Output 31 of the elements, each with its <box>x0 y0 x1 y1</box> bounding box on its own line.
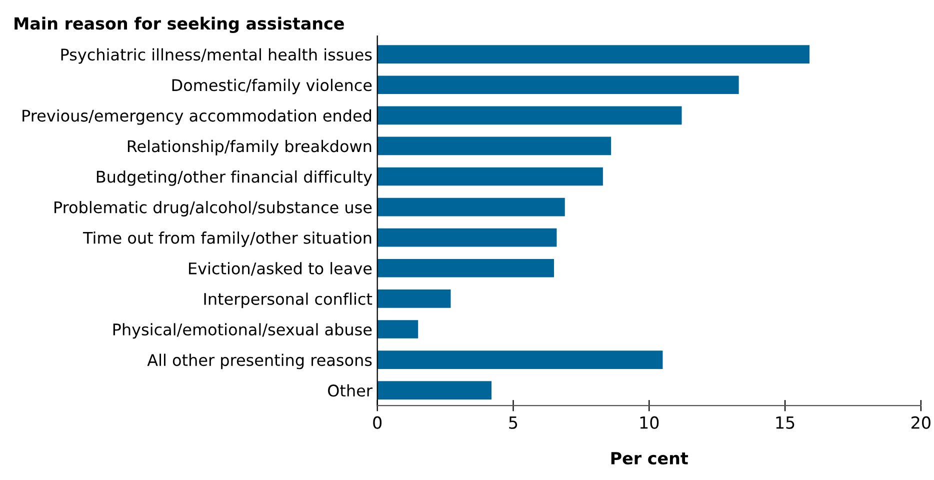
y-tick-label: Time out from family/other situation <box>82 232 372 247</box>
y-tick-label: Budgeting/other financial difficulty <box>96 170 372 186</box>
bar <box>377 381 492 400</box>
y-tick-label: Problematic drug/alcohol/substance use <box>54 200 372 216</box>
y-tick-label: Eviction/asked to leave <box>189 262 372 276</box>
bar <box>377 198 565 216</box>
bar <box>377 258 554 278</box>
y-tick-label: Previous/emergency accommodation ended <box>22 109 372 125</box>
x-axis-title: Per cent <box>611 452 688 464</box>
y-tick-label: Psychiatric illness/mental health issues <box>61 48 372 64</box>
bar <box>377 167 603 186</box>
bar <box>377 228 557 247</box>
text: Main reason for seeking assistance <box>14 16 344 34</box>
y-tick-label: Domestic/family violence <box>172 78 372 94</box>
y-tick-label: All other presenting reasons <box>147 354 372 370</box>
bar <box>377 136 612 156</box>
y-tick-label: Relationship/family breakdown <box>128 140 372 156</box>
x-tick-label: 10 <box>640 416 659 429</box>
bar <box>377 350 663 369</box>
bar <box>377 320 418 338</box>
y-tick-label: Physical/emotional/sexual abuse <box>113 323 372 339</box>
x-tick-label: 20 <box>912 416 930 429</box>
y-tick-label: Other <box>328 384 372 397</box>
x-tick-label: 15 <box>776 416 794 429</box>
y-tick-label: Interpersonal conflict <box>204 292 372 308</box>
x-tick-label: 0 <box>373 416 382 429</box>
bar <box>377 76 739 94</box>
bar <box>377 45 810 64</box>
bar <box>377 290 451 308</box>
bar <box>377 106 682 125</box>
x-tick-label: 5 <box>509 416 518 429</box>
